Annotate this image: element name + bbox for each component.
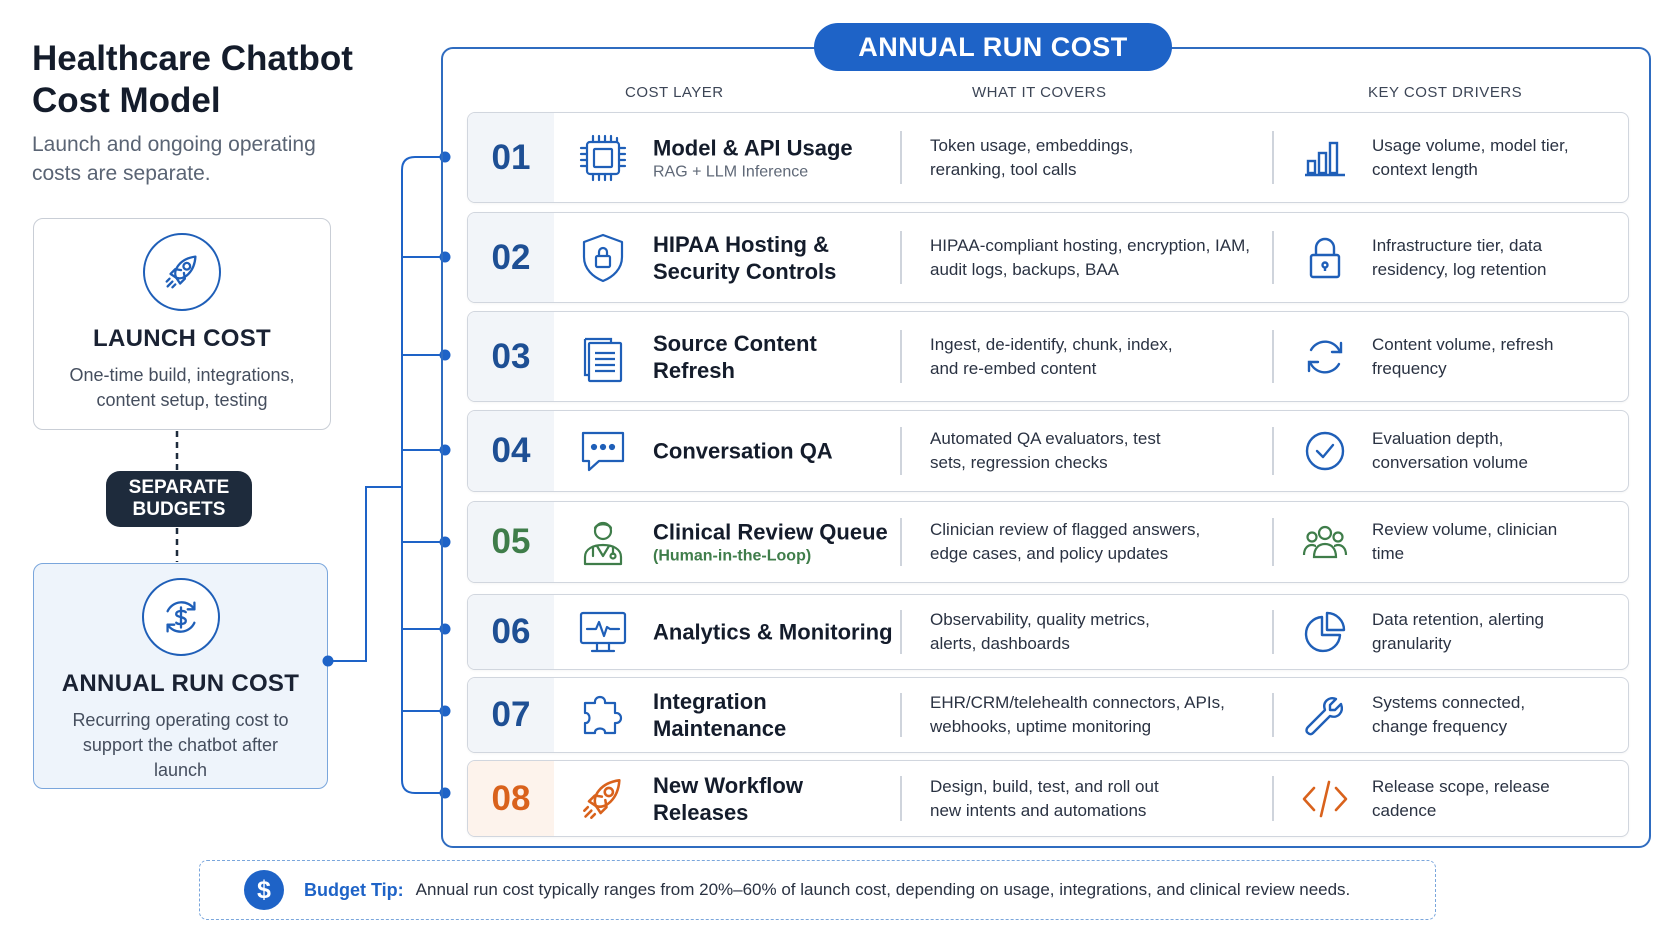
budget-tip: $ Budget Tip: Annual run cost typically … xyxy=(199,860,1436,920)
row-drivers: Infrastructure tier, data residency, log… xyxy=(1372,235,1547,279)
check-circle-icon xyxy=(1300,426,1350,476)
cost-row: 02 HIPAA Hosting & Security Controls HIP… xyxy=(467,212,1629,303)
row-covers: Clinician review of flagged answers, edg… xyxy=(930,520,1201,563)
row-number: 04 xyxy=(468,411,554,491)
monitor-pulse-icon xyxy=(574,603,632,661)
row-number: 06 xyxy=(468,595,554,669)
row-covers: Token usage, embeddings, reranking, tool… xyxy=(930,135,1134,179)
panel-title: ANNUAL RUN COST xyxy=(814,23,1172,71)
row-covers: Design, build, test, and roll out new in… xyxy=(930,776,1159,820)
row-drivers: Usage volume, model tier, context length xyxy=(1372,135,1569,179)
page-title: Healthcare Chatbot Cost Model xyxy=(32,39,353,120)
row-title: Clinical Review Queue xyxy=(653,519,888,545)
row-title: New Workflow Releases xyxy=(653,772,803,825)
row-covers: HIPAA-compliant hosting, encryption, IAM… xyxy=(930,235,1250,279)
team-icon xyxy=(1300,517,1350,567)
column-header-layer: COST LAYER xyxy=(625,84,724,101)
dollar-cycle-icon xyxy=(141,578,220,656)
chat-bubble-icon xyxy=(574,422,632,480)
lock-icon xyxy=(1300,233,1350,283)
cost-row: 05 Clinical Review Queue (Human-in-the-L… xyxy=(467,501,1629,583)
cost-row: 03 Source Content Refresh Ingest, de-ide… xyxy=(467,311,1629,402)
row-number: 07 xyxy=(468,678,554,752)
rocket-icon xyxy=(143,233,221,311)
clinician-icon xyxy=(574,513,632,571)
annual-run-cost-card: ANNUAL RUN COST Recurring operating cost… xyxy=(33,563,328,789)
row-title: Model & API Usage xyxy=(653,135,853,160)
row-subtitle: (Human-in-the-Loop) xyxy=(653,547,812,565)
column-header-drivers: KEY COST DRIVERS xyxy=(1368,84,1523,101)
rocket-icon xyxy=(574,770,632,828)
refresh-icon xyxy=(1300,332,1350,382)
row-number: 05 xyxy=(468,502,554,582)
row-title: HIPAA Hosting & Security Controls xyxy=(653,231,837,284)
annual-run-cost-description: Recurring operating cost to support the … xyxy=(72,710,289,780)
documents-icon xyxy=(574,328,632,386)
row-drivers: Review volume, clinician time xyxy=(1372,520,1558,563)
row-title: Analytics & Monitoring xyxy=(653,619,893,645)
row-title: Integration Maintenance xyxy=(653,689,787,741)
row-number: 01 xyxy=(468,113,554,202)
row-title: Source Content Refresh xyxy=(653,330,817,383)
row-drivers: Content volume, refresh frequency xyxy=(1372,334,1554,378)
pie-chart-icon xyxy=(1300,607,1350,657)
row-subtitle: RAG + LLM Inference xyxy=(653,163,809,180)
row-number: 03 xyxy=(468,312,554,401)
cost-row: 06 Analytics & Monitoring Observability,… xyxy=(467,594,1629,670)
row-covers: Automated QA evaluators, test sets, regr… xyxy=(930,429,1161,472)
row-number: 08 xyxy=(468,761,554,836)
cost-row: 01 Model & API Usage RAG + LLM Inference… xyxy=(467,112,1629,203)
column-header-covers: WHAT IT COVERS xyxy=(972,84,1107,101)
cost-row: 04 Conversation QA Automated QA evaluato… xyxy=(467,410,1629,492)
row-covers: EHR/CRM/telehealth connectors, APIs, web… xyxy=(930,693,1225,736)
separate-budgets-badge: SEPARATE BUDGETS xyxy=(106,471,252,527)
dollar-icon: $ xyxy=(244,870,284,910)
shield-lock-icon xyxy=(574,229,632,287)
annual-run-cost-title: ANNUAL RUN COST xyxy=(61,670,300,697)
row-covers: Ingest, de-identify, chunk, index, and r… xyxy=(930,334,1173,378)
bar-chart-icon xyxy=(1300,133,1350,183)
launch-cost-card: LAUNCH COST One-time build, integrations… xyxy=(33,218,331,430)
puzzle-icon xyxy=(574,686,632,744)
row-drivers: Evaluation depth, conversation volume xyxy=(1372,429,1528,472)
row-covers: Observability, quality metrics, alerts, … xyxy=(930,610,1150,653)
cost-row: 07 Integration Maintenance EHR/CRM/teleh… xyxy=(467,677,1629,753)
cost-row: 08 New Workflow Releases Design, build, … xyxy=(467,760,1629,837)
wrench-icon xyxy=(1300,690,1350,740)
launch-cost-title: LAUNCH COST xyxy=(93,325,271,352)
row-drivers: Release scope, release cadence xyxy=(1372,776,1550,820)
launch-cost-description: One-time build, integrations, content se… xyxy=(69,365,295,410)
row-title: Conversation QA xyxy=(653,438,833,464)
row-drivers: Data retention, alerting granularity xyxy=(1372,610,1544,653)
page-subtitle: Launch and ongoing operating costs are s… xyxy=(32,133,316,185)
code-icon xyxy=(1300,774,1350,824)
row-number: 02 xyxy=(468,213,554,302)
row-drivers: Systems connected, change frequency xyxy=(1372,693,1526,736)
budget-tip-label: Budget Tip: xyxy=(304,879,404,900)
chip-icon xyxy=(574,129,632,187)
budget-tip-text: Annual run cost typically ranges from 20… xyxy=(415,880,1351,899)
